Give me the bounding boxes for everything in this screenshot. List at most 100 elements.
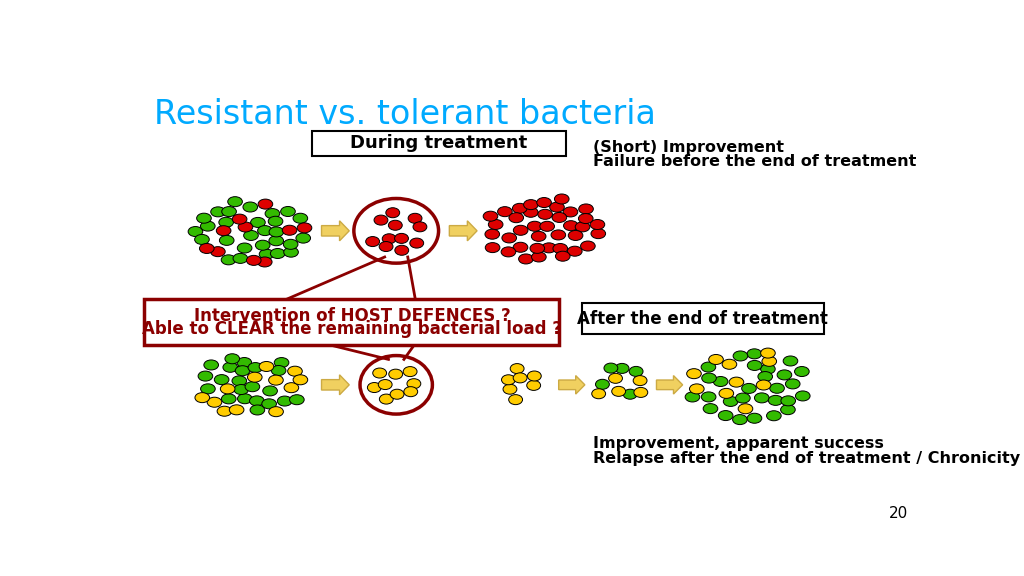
Ellipse shape — [268, 216, 283, 226]
Ellipse shape — [719, 411, 733, 420]
Ellipse shape — [220, 384, 234, 394]
Ellipse shape — [262, 399, 276, 409]
Ellipse shape — [703, 404, 718, 414]
Ellipse shape — [366, 237, 380, 247]
Ellipse shape — [195, 393, 210, 403]
Ellipse shape — [608, 373, 623, 384]
Ellipse shape — [611, 386, 626, 396]
Ellipse shape — [374, 215, 388, 225]
Ellipse shape — [513, 242, 527, 252]
Ellipse shape — [735, 393, 751, 403]
Ellipse shape — [379, 241, 393, 252]
Ellipse shape — [219, 236, 234, 245]
Ellipse shape — [225, 354, 240, 364]
Ellipse shape — [223, 362, 238, 372]
Ellipse shape — [530, 243, 545, 253]
Ellipse shape — [795, 366, 809, 377]
Ellipse shape — [238, 394, 252, 404]
Ellipse shape — [270, 248, 285, 259]
Text: After the end of treatment: After the end of treatment — [578, 310, 828, 328]
Ellipse shape — [296, 233, 310, 243]
Text: Improvement, apparent success: Improvement, apparent success — [593, 435, 884, 450]
Ellipse shape — [390, 389, 404, 399]
Ellipse shape — [770, 383, 784, 393]
Text: 20: 20 — [889, 506, 908, 521]
Ellipse shape — [214, 374, 229, 385]
Ellipse shape — [501, 247, 516, 257]
Ellipse shape — [238, 243, 252, 253]
Ellipse shape — [503, 384, 517, 394]
Ellipse shape — [604, 363, 617, 373]
Ellipse shape — [596, 380, 609, 389]
Ellipse shape — [509, 213, 523, 223]
Ellipse shape — [386, 208, 399, 218]
Ellipse shape — [229, 405, 244, 415]
Polygon shape — [656, 376, 683, 394]
Ellipse shape — [389, 369, 402, 379]
Ellipse shape — [293, 375, 308, 385]
Ellipse shape — [403, 366, 417, 377]
Ellipse shape — [732, 415, 748, 425]
Ellipse shape — [204, 360, 218, 370]
Ellipse shape — [283, 225, 297, 235]
Ellipse shape — [509, 395, 522, 404]
Ellipse shape — [403, 386, 418, 397]
Ellipse shape — [255, 240, 270, 250]
Ellipse shape — [233, 385, 249, 395]
Text: Resistant vs. tolerant bacteria: Resistant vs. tolerant bacteria — [154, 98, 655, 131]
Ellipse shape — [591, 229, 605, 238]
Ellipse shape — [221, 255, 236, 265]
Ellipse shape — [796, 391, 810, 401]
Ellipse shape — [269, 236, 284, 246]
Ellipse shape — [783, 356, 798, 366]
Text: Able to CLEAR the remaining bacterial load ?: Able to CLEAR the remaining bacterial lo… — [142, 320, 562, 338]
Ellipse shape — [761, 348, 775, 358]
Ellipse shape — [222, 207, 237, 217]
Ellipse shape — [758, 372, 772, 381]
Ellipse shape — [485, 242, 500, 253]
Text: Intervention of HOST DEFENCES ?: Intervention of HOST DEFENCES ? — [194, 306, 510, 324]
Ellipse shape — [510, 363, 524, 374]
Ellipse shape — [733, 351, 748, 361]
Ellipse shape — [748, 361, 762, 370]
Ellipse shape — [268, 375, 284, 385]
Ellipse shape — [284, 239, 298, 249]
Polygon shape — [322, 221, 349, 241]
Ellipse shape — [777, 370, 792, 380]
Ellipse shape — [526, 380, 541, 391]
Ellipse shape — [388, 220, 402, 230]
Ellipse shape — [768, 395, 783, 406]
Ellipse shape — [217, 406, 231, 416]
Ellipse shape — [709, 354, 723, 365]
Ellipse shape — [629, 366, 643, 376]
Ellipse shape — [250, 396, 264, 406]
Ellipse shape — [221, 394, 237, 404]
Text: During treatment: During treatment — [350, 134, 527, 153]
Ellipse shape — [719, 388, 733, 399]
Ellipse shape — [378, 380, 392, 389]
Ellipse shape — [563, 221, 579, 230]
Ellipse shape — [590, 219, 605, 229]
Ellipse shape — [542, 243, 556, 253]
Ellipse shape — [701, 392, 716, 402]
Ellipse shape — [290, 395, 304, 405]
Ellipse shape — [379, 394, 393, 404]
Ellipse shape — [523, 207, 538, 217]
Ellipse shape — [274, 358, 289, 367]
Ellipse shape — [257, 257, 272, 267]
Ellipse shape — [297, 223, 312, 233]
Polygon shape — [559, 376, 585, 394]
Ellipse shape — [293, 213, 307, 223]
Ellipse shape — [579, 204, 593, 214]
Text: (Short) Improvement: (Short) Improvement — [593, 140, 783, 155]
Ellipse shape — [581, 241, 595, 251]
Ellipse shape — [714, 377, 728, 386]
Ellipse shape — [410, 238, 424, 248]
Ellipse shape — [247, 255, 261, 266]
Ellipse shape — [248, 372, 262, 382]
Ellipse shape — [538, 209, 553, 219]
Ellipse shape — [227, 196, 243, 207]
Ellipse shape — [512, 203, 527, 213]
Ellipse shape — [268, 407, 284, 416]
Ellipse shape — [271, 366, 286, 376]
